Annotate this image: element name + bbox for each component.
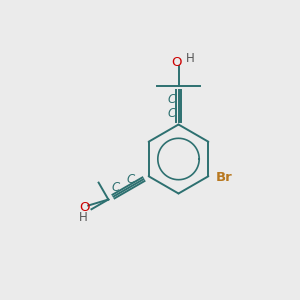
Text: C: C [126, 173, 134, 186]
Text: H: H [80, 211, 88, 224]
Text: C: C [111, 181, 120, 194]
Text: O: O [80, 200, 90, 214]
Text: O: O [172, 56, 182, 69]
Text: C: C [168, 92, 176, 106]
Text: C: C [168, 106, 176, 120]
Text: H: H [185, 52, 194, 65]
Text: Br: Br [216, 171, 232, 184]
